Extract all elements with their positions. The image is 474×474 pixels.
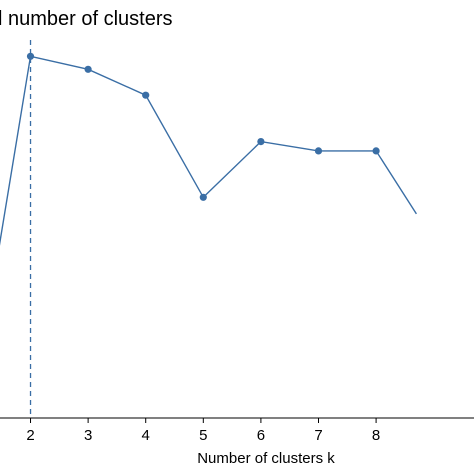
data-point-k-5 bbox=[199, 193, 207, 201]
data-point-k-8 bbox=[372, 147, 380, 155]
data-point-k-2 bbox=[26, 52, 35, 60]
x-tick-label-8: 8 bbox=[372, 427, 380, 444]
x-tick-label-5: 5 bbox=[199, 427, 207, 444]
x-tick-label-6: 6 bbox=[257, 427, 265, 444]
x-tick-label-7: 7 bbox=[314, 427, 322, 444]
series-line bbox=[0, 55, 417, 246]
data-point-k-3 bbox=[84, 65, 92, 73]
x-tick-label-2: 2 bbox=[26, 427, 34, 444]
data-point-k-6 bbox=[257, 138, 265, 146]
data-point-k-7 bbox=[314, 147, 323, 155]
data-point-k-4 bbox=[142, 91, 150, 99]
x-axis-label: Number of clusters k bbox=[197, 450, 335, 467]
x-tick-label-4: 4 bbox=[142, 427, 150, 444]
chart-title: l number of clusters bbox=[0, 8, 173, 30]
x-tick-label-3: 3 bbox=[84, 427, 92, 444]
